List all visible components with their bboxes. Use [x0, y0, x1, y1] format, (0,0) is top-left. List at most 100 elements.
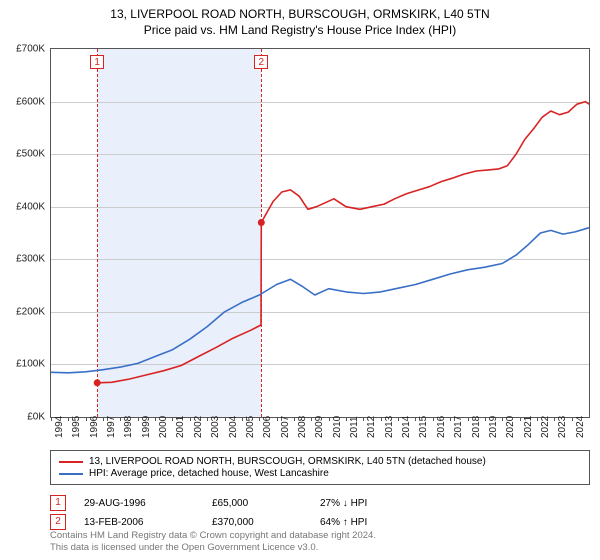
footer-line-2: This data is licensed under the Open Gov…	[50, 542, 590, 554]
legend-label: 13, LIVERPOOL ROAD NORTH, BURSCOUGH, ORM…	[89, 456, 486, 467]
x-axis-label: 2019	[488, 416, 499, 438]
x-axis-tick	[346, 417, 347, 421]
legend-box: 13, LIVERPOOL ROAD NORTH, BURSCOUGH, ORM…	[50, 450, 590, 485]
x-axis-tick	[51, 417, 52, 421]
x-axis-label: 2018	[471, 416, 482, 438]
legend-label: HPI: Average price, detached house, West…	[89, 468, 329, 479]
x-axis-label: 2002	[193, 416, 204, 438]
chart-title: 13, LIVERPOOL ROAD NORTH, BURSCOUGH, ORM…	[0, 0, 600, 38]
x-axis-label: 1994	[54, 416, 65, 438]
x-axis-tick	[450, 417, 451, 421]
x-axis-label: 2000	[158, 416, 169, 438]
x-axis-tick	[259, 417, 260, 421]
y-axis-label: £500K	[1, 149, 45, 160]
sale-event-price: £65,000	[212, 498, 302, 509]
x-axis-tick	[363, 417, 364, 421]
x-axis-tick	[190, 417, 191, 421]
x-axis-label: 2004	[228, 416, 239, 438]
x-axis-label: 2003	[210, 416, 221, 438]
series-property	[97, 102, 589, 383]
footer-line-1: Contains HM Land Registry data © Crown c…	[50, 530, 590, 542]
x-axis-tick	[155, 417, 156, 421]
title-line-1: 13, LIVERPOOL ROAD NORTH, BURSCOUGH, ORM…	[0, 6, 600, 22]
x-axis-tick	[311, 417, 312, 421]
legend-swatch	[59, 473, 83, 475]
x-axis-label: 2008	[297, 416, 308, 438]
x-axis-tick	[225, 417, 226, 421]
y-axis-label: £600K	[1, 96, 45, 107]
sale-event-row: 2 13-FEB-2006 £370,000 64% ↑ HPI	[50, 514, 590, 530]
sale-event-price: £370,000	[212, 517, 302, 528]
x-axis-tick	[468, 417, 469, 421]
x-axis-tick	[398, 417, 399, 421]
x-axis-label: 1997	[106, 416, 117, 438]
x-axis-tick	[207, 417, 208, 421]
series-hpi	[51, 228, 589, 373]
y-axis-label: £700K	[1, 44, 45, 55]
x-axis-label: 2022	[540, 416, 551, 438]
x-axis-label: 1998	[123, 416, 134, 438]
x-axis-tick	[329, 417, 330, 421]
x-axis-tick	[277, 417, 278, 421]
x-axis-label: 2001	[175, 416, 186, 438]
sale-event-date: 13-FEB-2006	[84, 517, 194, 528]
x-axis-tick	[415, 417, 416, 421]
chart-plot-area: £0K£100K£200K£300K£400K£500K£600K£700K19…	[50, 48, 590, 418]
x-axis-label: 2016	[436, 416, 447, 438]
x-axis-label: 2017	[453, 416, 464, 438]
sale-event-row: 1 29-AUG-1996 £65,000 27% ↓ HPI	[50, 495, 590, 511]
x-axis-label: 2023	[557, 416, 568, 438]
sale-event-date: 29-AUG-1996	[84, 498, 194, 509]
x-axis-tick	[485, 417, 486, 421]
x-axis-label: 2009	[314, 416, 325, 438]
y-axis-label: £300K	[1, 254, 45, 265]
sale-dot	[94, 379, 101, 386]
x-axis-label: 2010	[332, 416, 343, 438]
x-axis-label: 2021	[523, 416, 534, 438]
sale-event-badge: 1	[50, 495, 66, 511]
x-axis-label: 2006	[262, 416, 273, 438]
x-axis-label: 2005	[245, 416, 256, 438]
sale-event-badge: 2	[50, 514, 66, 530]
x-axis-tick	[172, 417, 173, 421]
x-axis-label: 1995	[71, 416, 82, 438]
x-axis-tick	[86, 417, 87, 421]
x-axis-label: 1999	[141, 416, 152, 438]
x-axis-label: 2011	[349, 416, 360, 438]
legend-item: 13, LIVERPOOL ROAD NORTH, BURSCOUGH, ORM…	[59, 456, 581, 467]
x-axis-tick	[294, 417, 295, 421]
x-axis-tick	[120, 417, 121, 421]
x-axis-tick	[103, 417, 104, 421]
x-axis-tick	[520, 417, 521, 421]
x-axis-label: 1996	[89, 416, 100, 438]
x-axis-label: 2014	[401, 416, 412, 438]
legend-item: HPI: Average price, detached house, West…	[59, 468, 581, 479]
x-axis-label: 2020	[505, 416, 516, 438]
y-axis-label: £200K	[1, 306, 45, 317]
y-axis-label: £0K	[1, 412, 45, 423]
attribution-footer: Contains HM Land Registry data © Crown c…	[50, 530, 590, 554]
y-axis-label: £100K	[1, 359, 45, 370]
x-axis-tick	[138, 417, 139, 421]
x-axis-label: 2007	[280, 416, 291, 438]
x-axis-label: 2013	[384, 416, 395, 438]
x-axis-tick	[433, 417, 434, 421]
x-axis-label: 2024	[575, 416, 586, 438]
x-axis-tick	[537, 417, 538, 421]
sale-events-table: 1 29-AUG-1996 £65,000 27% ↓ HPI 2 13-FEB-2006…	[50, 492, 590, 533]
x-axis-label: 2012	[366, 416, 377, 438]
x-axis-tick	[572, 417, 573, 421]
sale-event-delta: 64% ↑ HPI	[320, 517, 420, 528]
x-axis-tick	[242, 417, 243, 421]
x-axis-label: 2015	[418, 416, 429, 438]
sale-dot	[258, 219, 265, 226]
x-axis-tick	[68, 417, 69, 421]
x-axis-tick	[502, 417, 503, 421]
sale-event-delta: 27% ↓ HPI	[320, 498, 420, 509]
x-axis-tick	[554, 417, 555, 421]
x-axis-tick	[381, 417, 382, 421]
chart-svg	[51, 49, 589, 417]
title-line-2: Price paid vs. HM Land Registry's House …	[0, 22, 600, 38]
y-axis-label: £400K	[1, 201, 45, 212]
legend-swatch	[59, 461, 83, 463]
